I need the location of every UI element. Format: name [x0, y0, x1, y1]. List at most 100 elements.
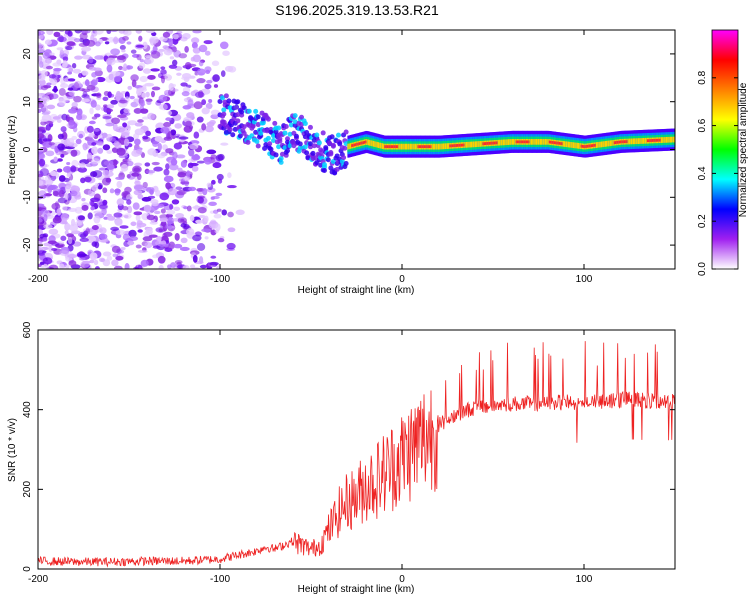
ridge-blob — [304, 150, 310, 156]
ridge-blob — [342, 145, 348, 151]
spectrogram-cell — [221, 209, 228, 216]
spectrogram-cell — [201, 228, 212, 233]
spectrogram-cell — [43, 224, 53, 229]
ridge-band — [442, 143, 446, 150]
spectrogram-cell — [90, 171, 98, 178]
spectrogram-cell — [66, 181, 72, 187]
ridge-blob — [321, 164, 327, 170]
spectrogram-cell — [183, 206, 188, 210]
ridge-band — [412, 143, 415, 150]
ridge-blob — [327, 140, 333, 146]
ridge-band — [470, 141, 474, 148]
ridge-band — [431, 143, 434, 150]
spectrogram-cell — [48, 264, 59, 269]
spectrogram-cell — [170, 158, 178, 166]
ridge-band — [478, 141, 481, 147]
ridge-peak — [521, 140, 525, 144]
spectrogram-cell — [144, 241, 153, 249]
spectrogram-cell — [81, 98, 91, 103]
spectrogram-cell — [94, 55, 104, 60]
spectrogram-cell — [170, 129, 177, 136]
spectrogram-cell — [53, 31, 61, 38]
ridge-band — [381, 143, 384, 149]
ridge-band — [547, 138, 550, 145]
spectrogram-cell — [42, 236, 48, 242]
ridge-band — [574, 142, 577, 149]
ridge-peak — [551, 140, 554, 144]
spectrogram-cell — [157, 255, 166, 264]
spectrogram-cell — [96, 92, 102, 98]
ridge-band — [501, 139, 504, 146]
ridge-peak — [653, 138, 656, 142]
spectrogram-cell — [175, 33, 183, 38]
spectrogram-cell — [93, 259, 99, 266]
ridge-blob — [330, 142, 336, 148]
spectrogram-cell — [156, 235, 162, 242]
ridge-peak — [588, 144, 591, 148]
spectrogram-cell — [108, 73, 114, 81]
spectrogram-cell — [46, 30, 54, 36]
spectrogram-cell — [38, 190, 47, 197]
ridge-peak — [617, 140, 620, 144]
ridge-band — [434, 143, 437, 150]
ridge-blob — [253, 108, 259, 114]
ridge-band — [579, 143, 582, 149]
spectrogram-cell — [204, 50, 211, 56]
ridge-blob — [311, 143, 317, 149]
ridge-band — [599, 141, 602, 148]
spectrogram-cell — [127, 85, 133, 90]
spectrogram-cell — [79, 237, 89, 242]
spectrogram-cell — [160, 208, 166, 214]
spectrogram-cell — [126, 173, 131, 179]
spectrogram-cell — [192, 254, 198, 263]
snr-ytick-label: 400 — [22, 401, 33, 418]
ridge-blob — [334, 166, 340, 172]
ridge-band — [348, 143, 351, 150]
spectrogram-cell — [135, 30, 142, 34]
spectrogram-cell — [216, 173, 224, 181]
spectrogram-cell — [160, 66, 166, 70]
spectrogram-cell — [166, 216, 175, 225]
spectrogram-cell — [136, 173, 142, 181]
spectrogram-cell — [188, 186, 197, 192]
spectrogram-cell — [48, 245, 53, 252]
spectrogram-cell — [222, 50, 230, 56]
ridge-band — [672, 136, 675, 143]
spectrogram-cell — [159, 192, 170, 201]
spectrogram-cell — [220, 70, 226, 77]
spectrogram-cell — [209, 120, 216, 125]
spectrogram-cell — [188, 125, 194, 130]
ridge-peak — [556, 141, 559, 145]
ridge-band — [640, 138, 643, 144]
spectrogram-cell — [135, 44, 145, 48]
ridge-band — [407, 143, 410, 150]
spectrogram-cell — [177, 167, 183, 172]
spectrogram-cell — [185, 120, 192, 127]
ridge-band — [464, 142, 467, 148]
spectrogram-cell — [59, 263, 65, 269]
spectrogram-cell — [89, 252, 98, 261]
spectrogram-cell — [38, 133, 45, 139]
spectrogram-ylabel: Frequency (Hz) — [7, 116, 18, 185]
spectrogram-cell — [51, 202, 61, 210]
spectrogram-cell — [48, 141, 55, 146]
spectrogram-cell — [38, 108, 42, 113]
spectrogram-cell — [85, 39, 96, 47]
spectrogram-cell — [71, 101, 78, 108]
spectrogram-cell — [213, 84, 219, 88]
spectrogram-cell — [122, 122, 128, 128]
spectrogram-cell — [175, 212, 185, 219]
spectrogram-xtick-label: -200 — [28, 274, 48, 285]
ridge-peak — [397, 145, 400, 149]
spectrogram-cell — [38, 250, 46, 256]
spectrogram-cell — [163, 121, 172, 128]
ridge-peak — [614, 141, 618, 145]
spectrogram-cell — [227, 227, 236, 233]
spectrogram-cell — [102, 116, 112, 120]
spectrogram-cell — [38, 206, 42, 211]
spectrogram-cell — [90, 99, 97, 108]
spectrogram-cell — [204, 83, 212, 90]
spectrogram-cell — [77, 215, 85, 221]
spectrogram-cell — [219, 41, 229, 50]
spectrogram-cell — [128, 229, 137, 238]
